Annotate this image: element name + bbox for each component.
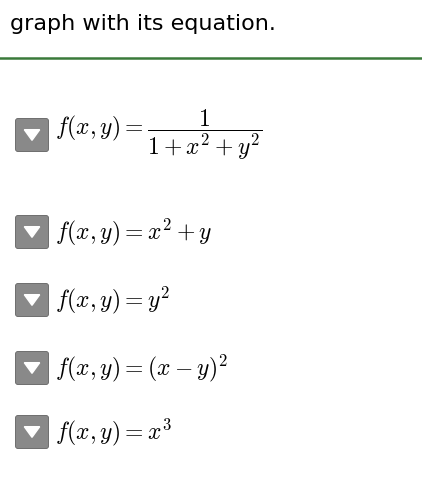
Text: $f(x, y) = (x - y)^2$: $f(x, y) = (x - y)^2$ — [55, 353, 228, 384]
FancyBboxPatch shape — [16, 352, 49, 385]
Text: $f(x, y) = x^2 + y$: $f(x, y) = x^2 + y$ — [55, 217, 212, 248]
Text: $f(x, y) = y^2$: $f(x, y) = y^2$ — [55, 285, 170, 316]
FancyBboxPatch shape — [16, 415, 49, 448]
FancyBboxPatch shape — [16, 118, 49, 151]
Polygon shape — [24, 295, 40, 305]
Polygon shape — [24, 427, 40, 437]
Text: graph with its equation.: graph with its equation. — [10, 14, 276, 34]
Polygon shape — [24, 130, 40, 140]
Polygon shape — [24, 227, 40, 237]
Polygon shape — [24, 363, 40, 373]
Text: $f(x, y) = \dfrac{1}{1 + x^2 + y^2}$: $f(x, y) = \dfrac{1}{1 + x^2 + y^2}$ — [55, 108, 262, 162]
FancyBboxPatch shape — [16, 284, 49, 317]
Text: $f(x, y) = x^3$: $f(x, y) = x^3$ — [55, 416, 172, 447]
FancyBboxPatch shape — [16, 216, 49, 249]
